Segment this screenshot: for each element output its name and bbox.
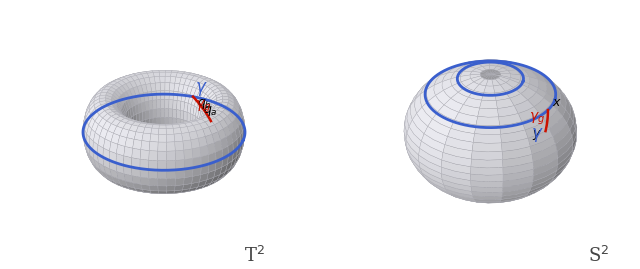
Text: T$^2$: T$^2$: [244, 246, 265, 266]
Text: S$^2$: S$^2$: [588, 246, 609, 266]
